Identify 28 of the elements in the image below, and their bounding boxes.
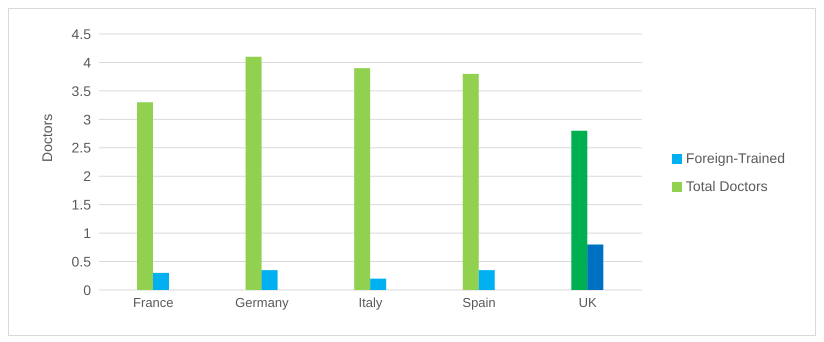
- bar: [246, 56, 262, 290]
- bar: [262, 270, 278, 290]
- bar: [354, 68, 370, 290]
- bar: [571, 130, 588, 290]
- y-axis-title: Doctors: [38, 114, 55, 162]
- x-tick-label: Spain: [462, 295, 496, 310]
- y-tick-label: 2: [83, 168, 92, 184]
- y-tick-label: 1.5: [72, 196, 92, 213]
- legend-label: Foreign-Trained: [686, 150, 785, 166]
- bar: [587, 244, 604, 290]
- y-tick-label: 4.5: [72, 26, 92, 42]
- y-tick-label: 0.5: [72, 254, 92, 270]
- legend-label: Total Doctors: [686, 178, 768, 194]
- bar: [462, 74, 479, 290]
- y-tick-label: 3.5: [72, 82, 92, 99]
- bar: [137, 102, 154, 290]
- y-tick-label: 2.5: [72, 140, 92, 156]
- x-tick-label: UK: [578, 295, 597, 310]
- y-tick-label: 1: [83, 225, 92, 242]
- bar: [370, 278, 386, 290]
- x-tick-label: Germany: [235, 295, 290, 310]
- bar: [478, 270, 495, 290]
- y-tick-label: 3: [83, 111, 92, 128]
- y-tick-label: 0: [83, 282, 92, 298]
- x-tick-label: Italy: [358, 295, 383, 310]
- y-tick-label: 4: [83, 54, 92, 70]
- x-tick-label: France: [133, 295, 174, 310]
- bar: [153, 272, 170, 290]
